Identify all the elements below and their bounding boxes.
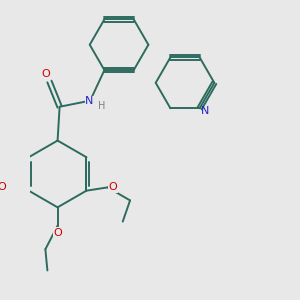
Text: H: H	[98, 100, 105, 110]
Text: O: O	[53, 228, 62, 238]
Text: N: N	[201, 106, 209, 116]
Text: O: O	[42, 69, 51, 79]
Text: O: O	[0, 182, 7, 192]
Text: O: O	[109, 182, 117, 192]
Text: N: N	[85, 97, 94, 106]
